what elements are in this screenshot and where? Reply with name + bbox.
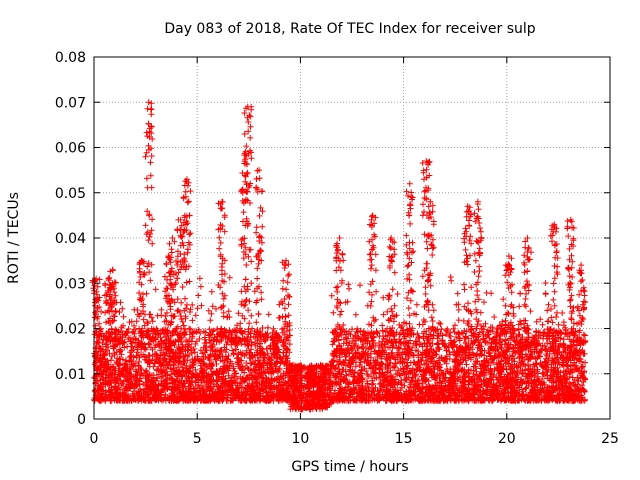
y-tick-label: 0.04 xyxy=(55,231,86,247)
x-tick-label: 25 xyxy=(601,431,619,447)
y-tick-label: 0.07 xyxy=(55,95,86,111)
y-tick-label: 0.05 xyxy=(55,186,86,202)
y-tick-label: 0.02 xyxy=(55,322,86,338)
axis-ticks xyxy=(93,56,611,420)
y-axis-label: ROTI / TECUs xyxy=(6,192,22,284)
y-tick-label: 0.06 xyxy=(55,141,86,157)
y-tick-labels: 0 0.01 0.02 0.03 0.04 0.05 0.06 0.07 0.08 xyxy=(55,50,86,428)
y-tick-label: 0.03 xyxy=(55,276,86,292)
x-tick-label: 5 xyxy=(193,431,202,447)
x-tick-labels: 0 5 10 15 20 25 xyxy=(90,431,619,447)
y-tick-label: 0.01 xyxy=(55,367,86,383)
x-tick-label: 0 xyxy=(90,431,99,447)
roti-markers xyxy=(89,99,589,413)
x-tick-label: 20 xyxy=(498,431,516,447)
y-tick-label: 0.08 xyxy=(55,50,86,66)
x-tick-label: 10 xyxy=(291,431,309,447)
data-points xyxy=(89,99,589,413)
y-tick-label: 0 xyxy=(77,412,86,428)
x-axis-label: GPS time / hours xyxy=(291,459,408,475)
x-tick-label: 15 xyxy=(395,431,413,447)
chart-title: Day 083 of 2018, Rate Of TEC Index for r… xyxy=(164,21,535,37)
